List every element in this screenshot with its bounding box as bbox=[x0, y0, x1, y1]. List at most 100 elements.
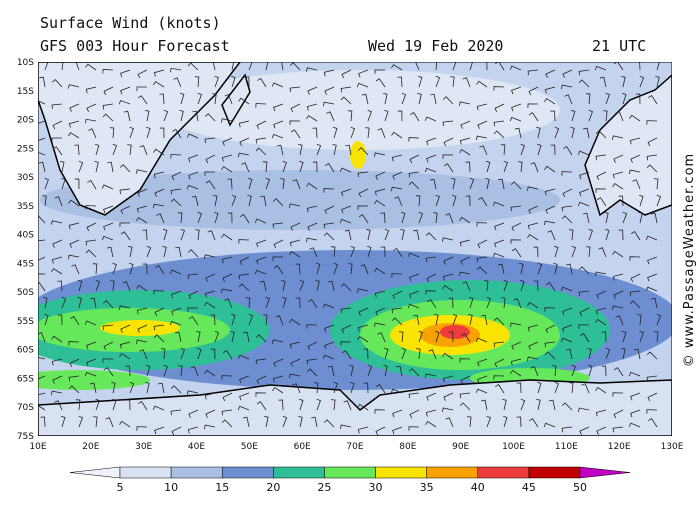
wind-barb bbox=[511, 222, 522, 232]
wind-barb bbox=[227, 212, 233, 224]
wind-barb bbox=[520, 398, 526, 411]
wind-barb bbox=[527, 301, 539, 309]
wind-barb bbox=[476, 222, 488, 227]
wind-barb bbox=[340, 86, 352, 93]
wind-barb bbox=[595, 188, 607, 193]
wind-barb bbox=[196, 330, 201, 343]
wind-barb bbox=[426, 154, 437, 163]
wind-barb bbox=[560, 337, 573, 343]
wind-barb bbox=[605, 92, 610, 105]
wind-barb bbox=[106, 246, 114, 258]
wind-barb bbox=[187, 426, 199, 434]
wind-barb bbox=[562, 307, 573, 316]
wind-barb bbox=[396, 365, 403, 377]
wind-barb bbox=[186, 133, 199, 139]
colorbar-segment bbox=[119, 466, 172, 479]
wind-barb bbox=[494, 384, 505, 394]
wind-barb bbox=[615, 111, 624, 122]
wind-barb bbox=[374, 200, 386, 207]
wind-barb bbox=[527, 69, 539, 76]
wind-barb bbox=[119, 164, 131, 173]
wind-barb bbox=[93, 416, 98, 428]
wind-barb bbox=[129, 381, 135, 394]
wind-barb bbox=[418, 211, 423, 224]
wind-barb bbox=[180, 347, 185, 360]
wind-barb bbox=[341, 205, 352, 214]
wind-barb bbox=[519, 262, 524, 275]
wind-barb bbox=[136, 307, 148, 315]
wind-barb bbox=[238, 120, 250, 128]
colorbar-label: 5 bbox=[117, 481, 124, 494]
wind-barb bbox=[528, 418, 539, 428]
wind-barb bbox=[486, 296, 491, 309]
colorbar-label: 25 bbox=[317, 481, 331, 494]
wind-barb bbox=[221, 256, 233, 264]
wind-barb bbox=[38, 161, 46, 173]
wind-barb bbox=[259, 280, 267, 292]
wind-barb bbox=[51, 256, 63, 264]
wind-barb bbox=[596, 290, 607, 299]
wind-barb bbox=[442, 375, 454, 383]
wind-barb bbox=[383, 93, 388, 105]
wind-barb bbox=[327, 365, 335, 377]
wind-barb bbox=[648, 418, 658, 428]
wind-barb bbox=[646, 351, 658, 360]
wind-barb bbox=[67, 84, 80, 89]
wind-barb bbox=[52, 146, 63, 156]
wind-barb bbox=[612, 305, 624, 311]
wind-barb bbox=[238, 283, 250, 292]
wind-barb bbox=[179, 109, 184, 122]
wind-barb bbox=[85, 118, 97, 124]
wind-barb bbox=[306, 237, 318, 243]
wind-barb bbox=[418, 330, 423, 343]
wind-barb bbox=[341, 350, 352, 360]
wind-barb bbox=[413, 229, 420, 241]
wind-barb bbox=[384, 228, 390, 241]
wind-barb bbox=[103, 341, 114, 351]
wind-barb bbox=[290, 129, 301, 139]
wind-barb bbox=[392, 409, 403, 418]
wind-barb bbox=[333, 262, 338, 275]
wind-barb bbox=[646, 120, 658, 125]
wind-barb bbox=[51, 268, 63, 275]
wind-barb bbox=[401, 92, 407, 105]
wind-barb bbox=[38, 273, 46, 275]
wind-barb bbox=[276, 144, 284, 156]
wind-barb bbox=[222, 392, 233, 402]
wind-barb bbox=[412, 314, 420, 326]
wind-barb bbox=[503, 160, 508, 173]
wind-barb bbox=[187, 249, 199, 258]
wind-barb bbox=[566, 348, 573, 360]
wind-barb bbox=[103, 86, 114, 96]
wind-barb bbox=[256, 120, 267, 130]
wind-barb bbox=[460, 120, 471, 129]
colorbar-label: 50 bbox=[573, 481, 587, 494]
wind-barb bbox=[78, 415, 83, 428]
wind-barb bbox=[230, 330, 235, 343]
wind-barb bbox=[52, 79, 63, 88]
wind-barb bbox=[629, 169, 641, 175]
wind-barb bbox=[443, 256, 454, 265]
wind-barb bbox=[586, 246, 591, 258]
wind-barb bbox=[357, 335, 369, 343]
wind-barb bbox=[528, 341, 539, 350]
wind-barb bbox=[273, 120, 284, 129]
wind-barb bbox=[425, 290, 437, 295]
wind-barb bbox=[498, 178, 505, 190]
wind-barb bbox=[622, 211, 628, 224]
wind-barb bbox=[637, 314, 642, 326]
wind-barb bbox=[647, 392, 658, 402]
wind-barb bbox=[452, 194, 457, 207]
wind-barb bbox=[357, 171, 369, 178]
wind-barb bbox=[400, 228, 405, 241]
wind-barb bbox=[341, 69, 352, 79]
wind-barb bbox=[429, 178, 437, 190]
wind-barb bbox=[527, 103, 539, 108]
wind-barb bbox=[255, 147, 267, 156]
wind-barb bbox=[89, 382, 97, 394]
wind-barb bbox=[136, 426, 148, 431]
wind-barb bbox=[475, 337, 488, 343]
wind-barb bbox=[129, 126, 134, 139]
wind-barb bbox=[588, 109, 593, 122]
wind-barb bbox=[38, 332, 46, 343]
